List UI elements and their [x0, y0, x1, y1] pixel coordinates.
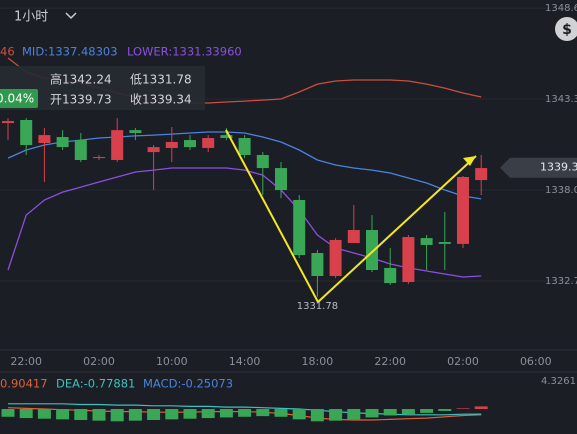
timeframe[interactable]: 1小时 [14, 10, 48, 25]
y-tick-label: 4.3261 [541, 376, 576, 387]
candle-body [220, 135, 233, 139]
y-tick-label: 1338.0 [545, 185, 577, 196]
macd-bar [238, 409, 252, 417]
ohlc-open: 开1339.73 [50, 93, 112, 107]
x-tick-label: 18:00 [302, 355, 334, 368]
x-tick-label: 14:00 [229, 355, 261, 368]
low-annotation: 1331.78 [297, 301, 338, 312]
y-tick-label: 1343.3 [545, 94, 577, 105]
macd-bar [92, 409, 106, 421]
macd-bar [438, 409, 452, 411]
macd-bar [329, 409, 343, 421]
x-tick-label: 02:00 [83, 355, 115, 368]
macd-bar [128, 409, 142, 421]
macd-bar [383, 409, 397, 416]
dropdown-chevron[interactable] [65, 12, 77, 20]
macd-bar [19, 409, 33, 419]
macd-bar [347, 409, 361, 420]
candle-body [74, 140, 87, 160]
macd-bar [292, 409, 306, 420]
candle-body [238, 138, 251, 156]
candle-body [311, 253, 324, 277]
macd-bar [310, 409, 324, 422]
candle-body [420, 238, 433, 245]
macd-bar [37, 409, 51, 419]
band-line [7, 167, 482, 278]
price-tag [500, 157, 577, 178]
candle-body [438, 242, 451, 244]
macd-bar [401, 409, 415, 415]
candle-body [384, 267, 397, 284]
candle-body [457, 176, 469, 244]
x-tick-label: 22:00 [10, 355, 42, 368]
candle-body [147, 147, 160, 153]
candle-body [347, 230, 360, 244]
band-line [7, 131, 482, 200]
trend-drawing [225, 129, 477, 304]
candle-body [38, 135, 51, 143]
candle-body [165, 141, 178, 148]
candle-body [2, 121, 14, 124]
candle-body [402, 237, 415, 283]
candle-body [275, 168, 287, 191]
plot [1, 57, 488, 422]
macd-bar [456, 408, 470, 410]
macd-bar [74, 409, 88, 421]
candle-body [475, 168, 488, 181]
macd-bar [474, 406, 488, 410]
ohlc-high: 高1342.24 [50, 72, 112, 87]
candle-body [111, 130, 124, 160]
y-tick-label: 1348.6 [545, 3, 577, 14]
legend-entry: 46 [0, 45, 15, 59]
candle-body [184, 140, 196, 148]
change-badge [0, 89, 38, 108]
candle-body [329, 239, 342, 277]
ohlc-close: 收1339.34 [130, 93, 192, 107]
change-label: 0.04% [0, 92, 34, 106]
legend-entry: MID:1337.48303 [22, 45, 118, 59]
x-tick-label: 02:00 [447, 355, 479, 368]
candle-body [20, 119, 33, 146]
macd-bar [110, 409, 124, 422]
macd-line [8, 403, 482, 416]
macd-legend-entry: 0.90417 [0, 377, 48, 391]
macd-bar [165, 409, 179, 420]
candle-body [293, 199, 306, 256]
candle-body [93, 157, 105, 159]
x-tick-label: 10:00 [156, 355, 188, 368]
overlay: 1348.6 1343.3 1338.0 1332.7 22:00 02:00 10:00 1… [0, 3, 577, 391]
candle-body [129, 130, 142, 134]
macd-bar [147, 409, 161, 421]
current-price: 1339.3 [540, 161, 577, 174]
x-tick-label: 06:00 [520, 355, 552, 368]
x-tick-label: 22:00 [374, 355, 406, 368]
currency-icon[interactable] [555, 17, 577, 41]
macd-bar [56, 409, 70, 420]
candle-body [256, 155, 269, 169]
legend-entry: LOWER:1331.33960 [127, 45, 242, 59]
macd-legend-entry: DEA:-0.77881 [56, 377, 135, 391]
y-tick-label: 1332.7 [545, 276, 577, 287]
currency-symbol: $ [562, 22, 572, 38]
candle-body [56, 136, 69, 148]
ohlc-low: 低1331.78 [130, 73, 192, 87]
macd-bar [219, 409, 233, 418]
macd-bar [274, 409, 288, 417]
candle-body [202, 138, 215, 148]
candle-body [366, 230, 378, 271]
macd-bar [365, 409, 379, 418]
macd-bar [183, 409, 197, 419]
trend-arrowhead [463, 156, 476, 166]
macd-legend-entry: MACD:-0.25073 [143, 377, 233, 391]
macd-bar [256, 409, 270, 417]
macd-bar [201, 409, 215, 419]
macd-bar [1, 409, 15, 417]
macd-bar [420, 409, 434, 413]
